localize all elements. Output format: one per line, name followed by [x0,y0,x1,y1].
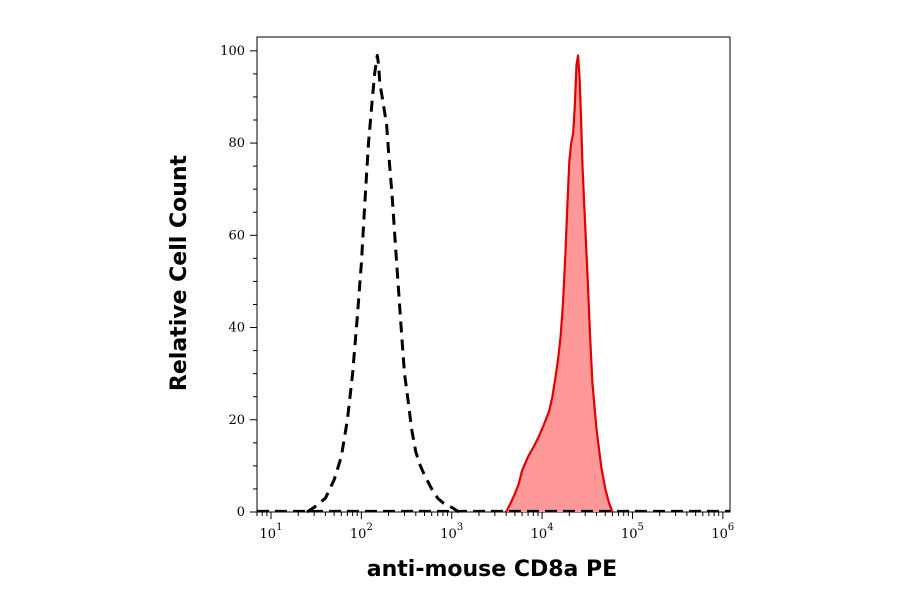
series-layer [257,53,730,514]
series-1-area [506,55,613,513]
y-axis: 0 20 40 60 80 100 [220,44,257,520]
x-tick-label: 104 [531,522,554,542]
x-tick-label: 106 [711,522,734,542]
y-tick-label: 20 [228,413,245,428]
series-1-line [505,54,614,513]
x-tick-label: 102 [350,522,373,542]
y-tick-label: 0 [237,505,245,520]
x-tick-label: 105 [621,522,644,542]
y-tick-label: 40 [228,321,245,336]
series-0-line [306,53,460,514]
x-tick-label: 103 [440,522,463,542]
x-axis-title: anti-mouse CD8a PE [367,557,617,582]
x-tick-label: 101 [260,522,283,542]
y-axis-title: Relative Cell Count [167,154,192,391]
plot-frame [256,36,731,513]
x-axis: 101 102 103 104 105 106 [256,512,734,542]
y-tick-label: 80 [228,136,245,151]
y-tick-label: 100 [220,44,245,59]
y-tick-label: 60 [228,228,245,243]
